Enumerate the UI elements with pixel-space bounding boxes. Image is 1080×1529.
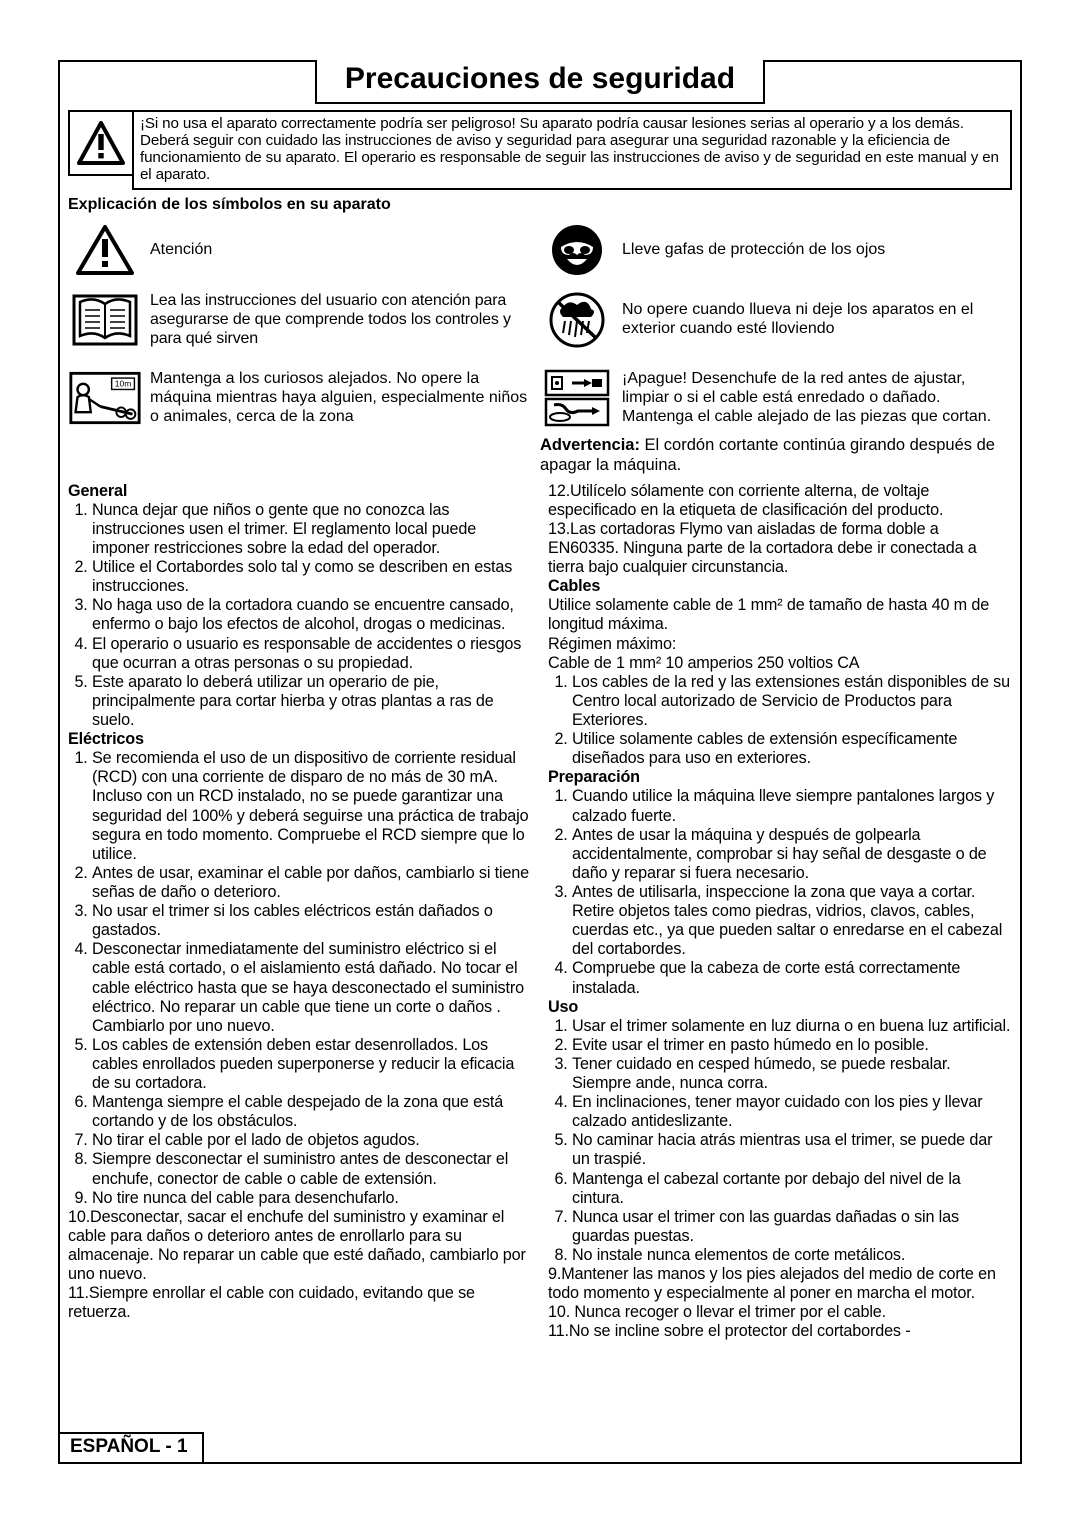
no-rain-text: No opere cuando llueva ni deje los apara…	[614, 301, 1012, 339]
list-item: Usar el trimer solamente en luz diurna o…	[572, 1017, 1012, 1036]
list-item: Se recomienda el uso de un dispositivo d…	[92, 749, 532, 864]
list-item: 11.Siempre enrollar el cable con cuidado…	[68, 1284, 532, 1322]
list-item: Siempre desconectar el suministro antes …	[92, 1150, 532, 1188]
right-column: 12.Utilícelo sólamente con corriente alt…	[538, 482, 1012, 1342]
list-item: 13.Las cortadoras Flymo van aisladas de …	[548, 520, 1012, 577]
general-heading: General	[68, 482, 532, 501]
warning-triangle-icon	[68, 110, 132, 176]
body-columns: General Nunca dejar que niños o gente qu…	[68, 482, 1012, 1342]
bystanders-icon: 10m	[68, 362, 142, 434]
list-item: Mantenga el cabezal cortante por debajo …	[572, 1170, 1012, 1208]
list-item: Compruebe que la cabeza de corte está co…	[572, 959, 1012, 997]
preparacion-heading: Preparación	[548, 768, 1012, 787]
advertencia-label: Advertencia:	[540, 436, 640, 454]
attention-icon	[68, 222, 142, 278]
list-item: No usar el trimer si los cables eléctric…	[92, 902, 532, 940]
list-item: Cuando utilice la máquina lleve siempre …	[572, 787, 1012, 825]
list-item: No haga uso de la cortadora cuando se en…	[92, 596, 532, 634]
list-item: No caminar hacia atrás mientras usa el t…	[572, 1131, 1012, 1169]
svg-text:10m: 10m	[115, 379, 132, 389]
uso-list: Usar el trimer solamente en luz diurna o…	[548, 1017, 1012, 1265]
list-item: 9.Mantener las manos y los pies alejados…	[548, 1265, 1012, 1303]
list-item: No tirar el cable por el lado de objetos…	[92, 1131, 532, 1150]
bystanders-text: Mantenga a los curiosos alejados. No ope…	[142, 370, 540, 427]
symbols-grid: Atención	[68, 216, 1012, 476]
electricos-list: Se recomienda el uso de un dispositivo d…	[68, 749, 532, 1208]
list-item: No instale nunca elementos de corte metá…	[572, 1246, 1012, 1265]
list-item: En inclinaciones, tener mayor cuidado co…	[572, 1093, 1012, 1131]
electricos-heading: Eléctricos	[68, 730, 532, 749]
list-item: 10.Desconectar, sacar el enchufe del sum…	[68, 1208, 532, 1284]
cables-heading: Cables	[548, 577, 1012, 596]
cables-intro: Régimen máximo:	[548, 635, 1012, 654]
list-item: 12.Utilícelo sólamente con corriente alt…	[548, 482, 1012, 520]
list-item: 10. Nunca recoger o llevar el trimer por…	[548, 1303, 1012, 1322]
left-column: General Nunca dejar que niños o gente qu…	[68, 482, 538, 1342]
list-item: Antes de utilisarla, inspeccione la zona…	[572, 883, 1012, 959]
page-footer: ESPAÑOL - 1	[58, 1432, 204, 1464]
read-manual-text: Lea las instrucciones del usuario con at…	[142, 292, 540, 349]
uso-heading: Uso	[548, 998, 1012, 1017]
general-list: Nunca dejar que niños o gente que no con…	[68, 501, 532, 730]
list-item: Antes de usar la máquina y después de go…	[572, 826, 1012, 883]
list-item: Este aparato lo deberá utilizar un opera…	[92, 673, 532, 730]
read-manual-icon	[68, 284, 142, 356]
cables-intro: Utilice solamente cable de 1 mm² de tama…	[548, 596, 1012, 634]
list-item: Mantenga siempre el cable despejado de l…	[92, 1093, 532, 1131]
goggles-text: Lleve gafas de protección de los ojos	[614, 241, 891, 260]
cables-intro: Cable de 1 mm² 10 amperios 250 voltios C…	[548, 654, 1012, 673]
preparacion-list: Cuando utilice la máquina lleve siempre …	[548, 787, 1012, 997]
list-item: Los cables de extensión deben estar dese…	[92, 1036, 532, 1093]
list-item: Utilice solamente cables de extensión es…	[572, 730, 1012, 768]
list-item: Nunca usar el trimer con las guardas dañ…	[572, 1208, 1012, 1246]
list-item: Nunca dejar que niños o gente que no con…	[92, 501, 532, 558]
unplug-text: ¡Apague! Desenchufe de la red antes de a…	[614, 370, 1012, 427]
symbols-heading: Explicación de los símbolos en su aparat…	[68, 196, 1012, 214]
list-item: Antes de usar, examinar el cable por dañ…	[92, 864, 532, 902]
list-item: El operario o usuario es responsable de …	[92, 635, 532, 673]
advertencia-line: Advertencia: El cordón cortante continúa…	[540, 436, 1004, 476]
list-item: Los cables de la red y las extensiones e…	[572, 673, 1012, 730]
list-item: Utilice el Cortabordes solo tal y como s…	[92, 558, 532, 596]
intro-warning-row: ¡Si no usa el aparato correctamente podr…	[68, 110, 1012, 190]
unplug-icon	[540, 362, 614, 434]
intro-warning-text: ¡Si no usa el aparato correctamente podr…	[132, 110, 1012, 190]
list-item: Desconectar inmediatamente del suministr…	[92, 940, 532, 1036]
no-rain-icon	[540, 284, 614, 356]
attention-text: Atención	[142, 241, 218, 260]
page: Precauciones de seguridad ¡Si no usa el …	[0, 0, 1080, 1529]
list-item: 11.No se incline sobre el protector del …	[548, 1322, 1012, 1341]
list-item: Evite usar el trimer en pasto húmedo en …	[572, 1036, 1012, 1055]
list-item: Tener cuidado en cesped húmedo, se puede…	[572, 1055, 1012, 1093]
cables-list: Los cables de la red y las extensiones e…	[548, 673, 1012, 769]
outer-frame: Precauciones de seguridad ¡Si no usa el …	[58, 60, 1022, 1464]
list-item: No tire nunca del cable para desenchufar…	[92, 1189, 532, 1208]
page-title: Precauciones de seguridad	[315, 60, 765, 104]
goggles-icon	[540, 222, 614, 278]
